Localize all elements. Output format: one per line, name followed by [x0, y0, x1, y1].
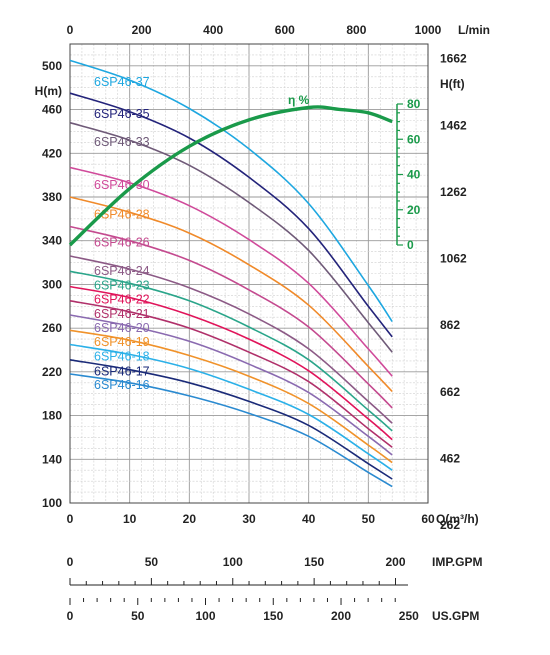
- head-curve-6sp46-23: [69, 270, 393, 432]
- head-curve-6sp46-28: [69, 196, 393, 393]
- x-bottom-tick-label: 30: [242, 512, 256, 526]
- y-left-tick-label: 380: [42, 190, 62, 204]
- imp-gpm-axis-label: IMP.GPM: [432, 555, 482, 569]
- y-left-tick-label: 340: [42, 234, 62, 248]
- series-label: 6SP46-24: [94, 264, 150, 278]
- series-label: 6SP46-16: [94, 378, 150, 392]
- head-curve-6sp46-24: [69, 255, 393, 424]
- series-labels: 6SP46-37 6SP46-35 6SP46-33 6SP46-30 6SP46-28…: [94, 75, 150, 392]
- x-bottom-tick-label: 50: [362, 512, 376, 526]
- series-label: 6SP46-23: [94, 278, 150, 292]
- head-curve-6sp46-26: [69, 225, 393, 409]
- us-gpm-tick-label: 150: [263, 609, 283, 623]
- x-bottom-tick-label: 10: [123, 512, 137, 526]
- gpm-scales: 0 50 100 150 200 IMP.GPM 0 50 100 150 200 250 US.GPM: [67, 555, 483, 623]
- head-curve-6sp46-37: [69, 59, 393, 323]
- head-curve-6sp46-30: [69, 166, 393, 377]
- head-curve-6sp46-35: [69, 92, 393, 338]
- x-top-tick-label: 600: [275, 23, 295, 37]
- imp-gpm-tick-label: 150: [304, 555, 324, 569]
- y-right-tick-label: 1262: [440, 185, 467, 199]
- y-left-tick-label: 420: [42, 146, 62, 160]
- x-top-tick-label: 1000: [415, 23, 442, 37]
- x-top-axis-label: L/min: [458, 23, 490, 37]
- x-top-tick-label: 200: [132, 23, 152, 37]
- us-gpm-tick-label: 50: [131, 609, 145, 623]
- y-left-tick-label: 140: [42, 452, 62, 466]
- us-gpm-tick-label: 0: [67, 609, 74, 623]
- y-left-tick-label: 180: [42, 409, 62, 423]
- y-right-tick-label: 262: [440, 518, 460, 532]
- efficiency-curve-group: η %: [68, 93, 393, 247]
- x-bottom-tick-label: 60: [421, 512, 435, 526]
- series-label: 6SP46-26: [94, 236, 150, 250]
- y-right-axis-label: H(ft): [440, 77, 465, 91]
- head-curves: [69, 59, 393, 488]
- imp-gpm-tick-label: 100: [223, 555, 243, 569]
- series-label: 6SP46-35: [94, 107, 150, 121]
- efficiency-tick-label: 60: [407, 132, 421, 146]
- us-gpm-tick-label: 100: [195, 609, 215, 623]
- y-right-tick-label: 862: [440, 318, 460, 332]
- series-label: 6SP46-30: [94, 178, 150, 192]
- imp-gpm-tick-label: 200: [385, 555, 405, 569]
- efficiency-curve: [68, 105, 393, 247]
- us-gpm-tick-label: 250: [399, 609, 419, 623]
- efficiency-curve-label: η %: [288, 93, 310, 107]
- series-label: 6SP46-33: [94, 135, 150, 149]
- series-label: 6SP46-37: [94, 75, 150, 89]
- series-label: 6SP46-22: [94, 293, 150, 307]
- efficiency-tick-label: 0: [407, 238, 414, 252]
- y-left-tick-label: 300: [42, 277, 62, 291]
- head-curve-6sp46-19: [69, 329, 393, 464]
- x-bottom-axis-label: Q(m³/h): [436, 512, 479, 526]
- series-label: 6SP46-18: [94, 349, 150, 363]
- us-gpm-axis-label: US.GPM: [432, 609, 479, 623]
- series-label: 6SP46-19: [94, 335, 150, 349]
- efficiency-tick-label: 20: [407, 203, 421, 217]
- y-left-tick-label: 220: [42, 365, 62, 379]
- head-curve-6sp46-16: [69, 373, 393, 488]
- y-right-tick-label: 1462: [440, 118, 467, 132]
- x-top-tick-label: 800: [346, 23, 366, 37]
- series-label: 6SP46-21: [94, 307, 150, 321]
- head-curve-6sp46-22: [69, 285, 393, 441]
- imp-gpm-tick-label: 50: [145, 555, 159, 569]
- plot-frame: [69, 43, 429, 504]
- y-left-tick-label: 100: [42, 496, 62, 510]
- y-left-tick-label: 500: [42, 59, 62, 73]
- y-right-tick-label: 1062: [440, 252, 467, 266]
- series-label: 6SP46-20: [94, 321, 150, 335]
- head-curve-6sp46-17: [69, 359, 393, 480]
- x-bottom-tick-label: 40: [302, 512, 316, 526]
- y-right-tick-label: 662: [440, 385, 460, 399]
- series-label: 6SP46-17: [94, 365, 150, 379]
- head-curve-6sp46-33: [69, 121, 393, 353]
- y-left-tick-label: 260: [42, 321, 62, 335]
- x-top-tick-label: 400: [203, 23, 223, 37]
- y-left-tick-label: 460: [42, 103, 62, 117]
- y-right-tick-label: 462: [440, 451, 460, 465]
- x-bottom-tick-label: 0: [67, 512, 74, 526]
- head-curve-6sp46-18: [69, 343, 393, 471]
- efficiency-tick-label: 40: [407, 168, 421, 182]
- head-curve-6sp46-20: [69, 314, 393, 456]
- imp-gpm-tick-label: 0: [67, 555, 74, 569]
- y-left-axis-label: H(m): [35, 84, 62, 98]
- us-gpm-tick-label: 200: [331, 609, 351, 623]
- x-top-tick-label: 0: [67, 23, 74, 37]
- efficiency-axis: 0 20 40 60 80: [396, 97, 421, 252]
- y-right-tick-label: 1662: [440, 52, 467, 66]
- efficiency-tick-label: 80: [407, 97, 421, 111]
- head-curve-6sp46-21: [69, 300, 393, 448]
- series-label: 6SP46-28: [94, 207, 150, 221]
- axes: 0 10 20 30 40 50 60 Q(m³/h)0 200 400 600 800 1000 L/m…: [35, 23, 490, 532]
- x-bottom-tick-label: 20: [183, 512, 197, 526]
